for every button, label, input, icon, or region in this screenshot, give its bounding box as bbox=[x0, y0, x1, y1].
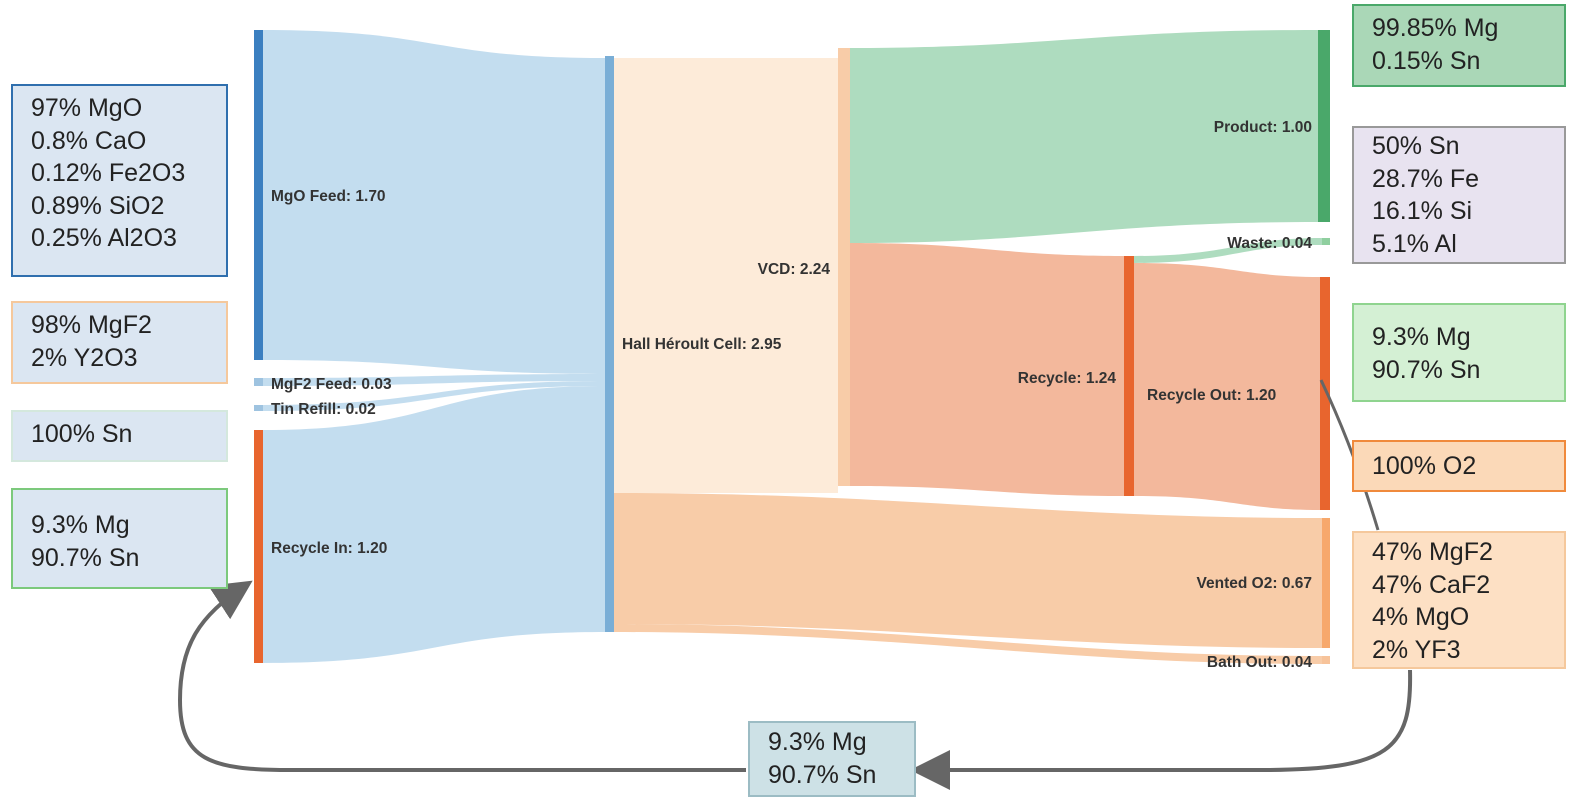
flow-recycle-out bbox=[1134, 263, 1320, 510]
recycle-out-connector bbox=[1319, 379, 1380, 531]
return-arrow-to-box bbox=[910, 669, 1413, 790]
composition-line: 16.1% Si bbox=[1372, 197, 1473, 225]
label-recycle-out: Recycle Out: 1.20 bbox=[1147, 387, 1276, 404]
label-product: Product: 1.00 bbox=[1214, 119, 1312, 136]
flow-vented-o2 bbox=[614, 493, 1322, 648]
mgo-feed-composition-box: 97% MgO 0.8% CaO 0.12% Fe2O3 0.89% SiO2 … bbox=[11, 84, 228, 277]
composition-line: 2% Y2O3 bbox=[31, 343, 138, 372]
return-arrow-to-recycle-in bbox=[177, 580, 746, 772]
label-recycle: Recycle: 1.24 bbox=[1018, 370, 1117, 387]
flow-cell-to-vcd bbox=[614, 58, 838, 493]
label-vented-o2: Vented O2: 0.67 bbox=[1197, 575, 1312, 592]
label-mgo-feed: MgO Feed: 1.70 bbox=[271, 188, 386, 205]
node-bar-recycle-in bbox=[254, 430, 263, 663]
composition-line: 90.7% Sn bbox=[768, 760, 877, 789]
composition-line: 100% Sn bbox=[31, 420, 133, 448]
waste-composition-box: 50% Sn 28.7% Fe 16.1% Si 5.1% Al bbox=[1352, 126, 1566, 264]
node-bar-mgf2-feed bbox=[254, 378, 263, 386]
tin-refill-composition-box: 100% Sn bbox=[11, 410, 228, 462]
node-bar-bath-out bbox=[1322, 656, 1330, 664]
label-tin-refill: Tin Refill: 0.02 bbox=[271, 401, 376, 418]
composition-line: 5.1% Al bbox=[1372, 229, 1457, 258]
label-vcd: VCD: 2.24 bbox=[758, 261, 831, 278]
label-bath-out: Bath Out: 0.04 bbox=[1207, 654, 1312, 671]
return-loop-composition-box: 9.3% Mg 90.7% Sn bbox=[748, 721, 916, 797]
composition-line: 9.3% Mg bbox=[768, 728, 867, 756]
composition-line: 90.7% Sn bbox=[31, 543, 140, 572]
node-bar-vented-o2 bbox=[1322, 518, 1330, 648]
flow-mgf2-feed bbox=[263, 374, 606, 386]
flow-vcd-to-recycle bbox=[850, 243, 1126, 496]
label-mgf2-feed: MgF2 Feed: 0.03 bbox=[271, 376, 392, 393]
composition-line: 97% MgO bbox=[31, 94, 143, 122]
composition-line: 99.85% Mg bbox=[1372, 14, 1499, 42]
flow-waste bbox=[1134, 238, 1322, 263]
bath-out-composition-box: 47% MgF2 47% CaF2 4% MgO 2% YF3 bbox=[1352, 531, 1566, 669]
node-bar-mgo-feed bbox=[254, 30, 263, 360]
composition-line: 0.8% CaO bbox=[31, 126, 147, 155]
composition-line: 50% Sn bbox=[1372, 132, 1460, 160]
composition-line: 90.7% Sn bbox=[1372, 355, 1481, 384]
composition-line: 9.3% Mg bbox=[31, 511, 130, 539]
recycle-out-composition-box: 9.3% Mg 90.7% Sn bbox=[1352, 303, 1566, 402]
node-bar-hall-heroult bbox=[605, 56, 614, 632]
composition-line: 100% O2 bbox=[1372, 452, 1477, 480]
composition-line: 47% MgF2 bbox=[1372, 538, 1493, 566]
label-hall-heroult: Hall Héroult Cell: 2.95 bbox=[622, 336, 782, 353]
flow-recycle-in bbox=[263, 386, 606, 663]
composition-line: 28.7% Fe bbox=[1372, 164, 1480, 193]
node-bar-tin-refill bbox=[254, 405, 263, 411]
node-bar-product bbox=[1318, 30, 1330, 222]
composition-line: 0.12% Fe2O3 bbox=[31, 159, 186, 187]
flow-mgo-feed bbox=[263, 30, 606, 374]
vented-o2-composition-box: 100% O2 bbox=[1352, 440, 1566, 492]
node-bar-recycle bbox=[1124, 256, 1134, 496]
flow-bath-out bbox=[614, 624, 1322, 664]
composition-line: 2% YF3 bbox=[1372, 635, 1461, 664]
node-bar-waste bbox=[1322, 238, 1330, 245]
node-bar-vcd bbox=[838, 48, 850, 486]
recycle-in-composition-box: 9.3% Mg 90.7% Sn bbox=[11, 488, 228, 589]
label-recycle-in: Recycle In: 1.20 bbox=[271, 540, 387, 557]
composition-line: 4% MgO bbox=[1372, 603, 1470, 631]
mgf2-feed-composition-box: 98% MgF2 2% Y2O3 bbox=[11, 301, 228, 384]
composition-line: 0.89% SiO2 bbox=[31, 191, 165, 220]
label-waste: Waste: 0.04 bbox=[1227, 235, 1312, 252]
flow-product bbox=[850, 30, 1318, 243]
flow-tin-refill bbox=[263, 381, 606, 411]
composition-line: 0.15% Sn bbox=[1372, 46, 1481, 75]
node-bar-recycle-out bbox=[1320, 277, 1330, 510]
composition-line: 98% MgF2 bbox=[31, 311, 152, 339]
product-composition-box: 99.85% Mg 0.15% Sn bbox=[1352, 4, 1566, 87]
composition-line: 9.3% Mg bbox=[1372, 323, 1471, 351]
composition-line: 0.25% Al2O3 bbox=[31, 224, 177, 252]
composition-line: 47% CaF2 bbox=[1372, 570, 1491, 599]
